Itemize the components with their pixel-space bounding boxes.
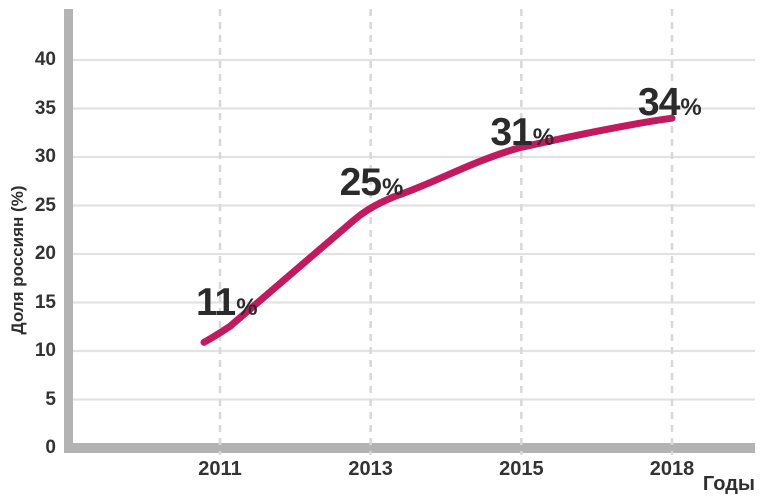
y-tick-label: 30 [34, 146, 56, 167]
y-tick-label: 25 [34, 194, 56, 216]
x-tick-label: 2018 [649, 458, 695, 480]
y-tick-label: 10 [34, 340, 56, 361]
data-line [200, 114, 676, 346]
point-value-label: 34% [638, 83, 702, 122]
x-tick-label: 2011 [198, 458, 242, 480]
x-tick-label: 2015 [499, 458, 544, 480]
y-axis-bar [64, 9, 73, 453]
x-tick-label: 2013 [348, 458, 393, 480]
point-value-label: 31% [490, 113, 554, 152]
point-value-percent-sign: % [236, 294, 258, 322]
y-tick-label: 15 [34, 291, 56, 313]
point-value-label: 11% [196, 283, 258, 322]
point-value-percent-sign: % [680, 94, 702, 122]
y-tick-label: 5 [45, 388, 56, 410]
point-value-number: 25 [339, 160, 382, 204]
point-value-percent-sign: % [382, 173, 404, 201]
point-value-number: 31 [490, 111, 532, 155]
point-value-number: 11 [196, 281, 236, 325]
point-value-label: 25% [340, 163, 404, 202]
y-axis-title: Доля россиян (%) [8, 185, 27, 335]
point-value-number: 34 [638, 81, 680, 125]
x-axis-title: Годы [702, 473, 755, 495]
x-axis-bar [64, 443, 755, 453]
y-tick-label: 40 [34, 49, 56, 70]
point-value-percent-sign: % [532, 124, 555, 152]
y-tick-label: 20 [34, 243, 56, 264]
y-tick-label: 35 [34, 97, 56, 119]
y-tick-label: 0 [45, 437, 56, 458]
